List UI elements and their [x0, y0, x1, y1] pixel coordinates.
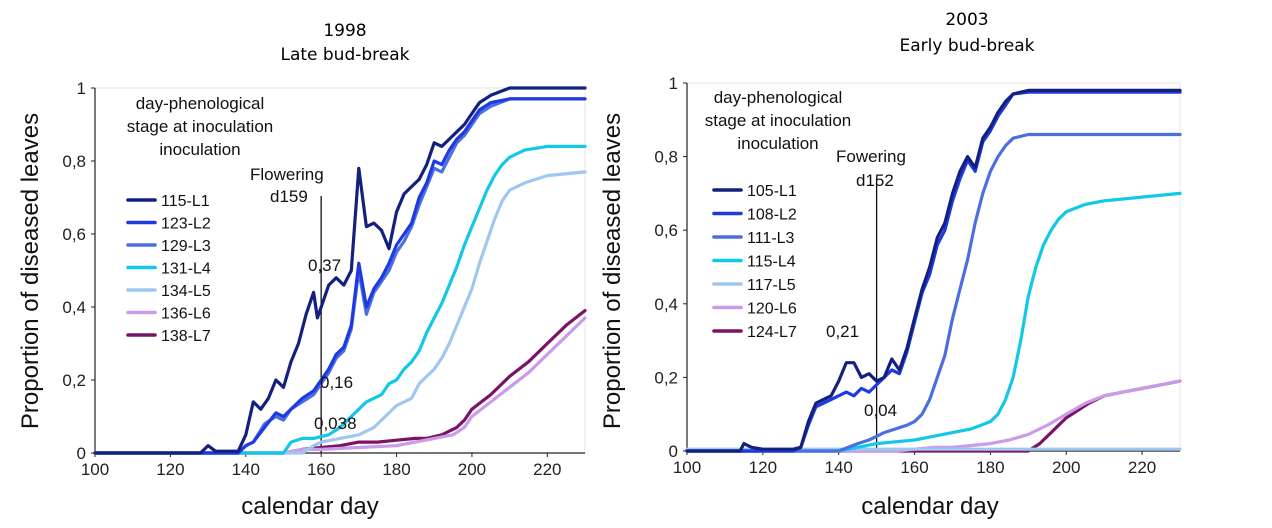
flowering-day-label: d159 [270, 187, 308, 206]
annotation-value: 0,37 [308, 256, 341, 275]
y-tick-label: 0,8 [62, 152, 86, 171]
series-line-111-l3 [685, 132, 1182, 453]
series-line-131-l4 [93, 144, 587, 455]
y-tick-label: 0 [77, 444, 86, 463]
y-tick-label: 0 [669, 442, 678, 461]
legend-title-line-2: stage at inoculation [127, 117, 274, 136]
legend: day-phenological stage at inoculation in… [705, 88, 852, 341]
y-tick-label: 0,2 [62, 371, 86, 390]
legend-title-line-1: day-phenological [136, 94, 265, 113]
series-line-138-l7 [93, 309, 587, 455]
legend-label: 115-L1 [161, 193, 210, 210]
y-ticks: 0 0,2 0,4 0,6 0,8 1 [654, 74, 687, 461]
legend-title-line-3: inoculation [159, 140, 240, 159]
legend-label: 115-L4 [747, 254, 796, 271]
legend-label: 129-L3 [161, 238, 211, 255]
legend-title-line-3: inoculation [737, 134, 818, 153]
x-tick-label: 180 [382, 460, 410, 479]
y-ticks: 0 0,2 0,4 0,6 0,8 1 [62, 79, 95, 463]
series-line-115-l1 [93, 86, 587, 455]
x-tick-label: 160 [900, 458, 928, 477]
y-tick-label: 0,8 [654, 148, 678, 167]
legend-label: 134-L5 [161, 283, 211, 300]
x-tick-label: 200 [1052, 458, 1080, 477]
legend-label: 124-L7 [747, 324, 797, 341]
legend-label: 136-L6 [161, 306, 211, 323]
legend-label: 105-L1 [747, 183, 797, 200]
y-tick-label: 0,4 [62, 298, 86, 317]
x-axis-label: calendar day [241, 493, 378, 520]
x-tick-label: 100 [673, 458, 701, 477]
legend-items: 115-L1 123-L2 129-L3 131-L4 134-L5 136-L6 138-… [126, 193, 211, 345]
flowering-label: Flowering [250, 165, 324, 184]
legend-label: 120-L6 [747, 301, 797, 318]
chart-title-subtitle: Early bud-break [900, 36, 1035, 56]
series-line-115-l4 [685, 191, 1182, 453]
chart-2003: 2003 Early bud-break 00,20,40,60,81 100 1… [599, 10, 1182, 520]
chart-1998: 1998 Late bud-break 0 0,2 0,4 0,6 0,8 1 100 12… [17, 21, 587, 520]
annotation-value: 0,04 [864, 401, 897, 420]
legend-label: 111-L3 [747, 230, 795, 247]
y-tick-label: 1 [669, 74, 678, 93]
chart-title-subtitle: Late bud-break [280, 45, 409, 65]
series-line-105-l1 [685, 88, 1182, 453]
y-axis-label: Proportion of diseased leaves [599, 113, 626, 429]
series-lines [685, 88, 1182, 453]
y-tick-label: 0,6 [62, 225, 86, 244]
legend-label: 138-L7 [161, 328, 211, 345]
x-tick-label: 100 [81, 460, 109, 479]
x-ticks: 100 120 140 160 180 200 220 [673, 451, 1156, 477]
legend-label: 108-L2 [747, 207, 797, 224]
y-tick-label: 0,4 [654, 295, 678, 314]
legend: day-phenological stage at inoculation in… [126, 94, 274, 345]
x-tick-label: 120 [749, 458, 777, 477]
x-tick-label: 140 [232, 460, 260, 479]
x-axis-label: calendar day [861, 493, 998, 520]
x-tick-label: 160 [307, 460, 335, 479]
flowering-day-label: d152 [856, 171, 894, 190]
series-lines [93, 86, 587, 455]
legend-items: 105-L1 108-L2 111-L3 115-L4 117-L5 120-L6 124-… [712, 183, 797, 341]
legend-title-line-2: stage at inoculation [705, 111, 852, 130]
annotation-value: 0,038 [314, 414, 357, 433]
y-tick-label: 0,2 [654, 368, 678, 387]
legend-label: 131-L4 [161, 261, 211, 278]
annotation-value: 0,21 [826, 322, 859, 341]
flowering-label: Fowering [836, 147, 906, 166]
series-line-134-l5 [93, 170, 587, 455]
y-tick-label: 0,6 [654, 221, 678, 240]
x-tick-label: 140 [825, 458, 853, 477]
chart-title-year: 1998 [323, 21, 366, 41]
x-tick-label: 120 [156, 460, 184, 479]
x-tick-label: 200 [458, 460, 486, 479]
x-tick-label: 180 [976, 458, 1004, 477]
x-tick-label: 220 [1128, 458, 1156, 477]
legend-title-line-1: day-phenological [714, 88, 843, 107]
x-ticks: 100 120 140 160 180 200 220 [81, 453, 561, 479]
y-axis-label: Proportion of diseased leaves [17, 113, 44, 429]
x-tick-label: 220 [533, 460, 561, 479]
y-tick-label: 1 [77, 79, 86, 98]
chart-title-year: 2003 [945, 10, 988, 30]
legend-label: 117-L5 [747, 277, 796, 294]
series-line-123-l2 [93, 97, 587, 455]
annotation-value: 0,16 [320, 373, 353, 392]
legend-label: 123-L2 [161, 216, 211, 233]
series-line-136-l6 [93, 316, 587, 455]
